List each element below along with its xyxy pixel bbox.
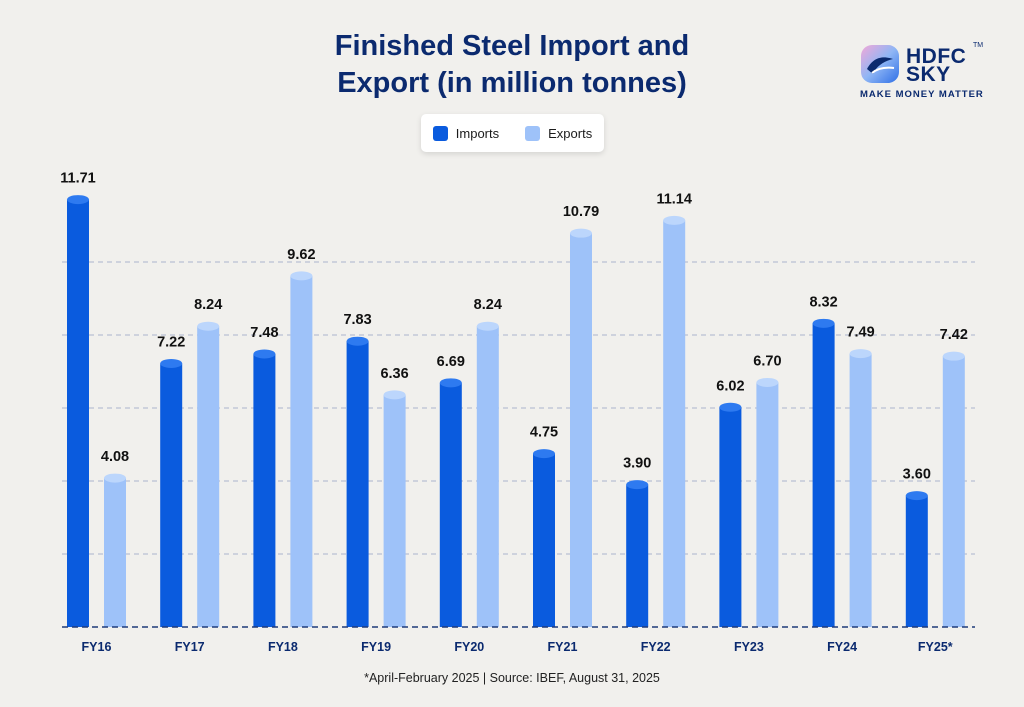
value-label-exports-fy23: 6.70 xyxy=(753,353,781,369)
bar-cap-imports-fy19 xyxy=(346,336,369,346)
bar-imports-fy25-star xyxy=(905,495,928,627)
bar-exports-fy23 xyxy=(756,382,779,627)
logo-brand-line-1: HDFC xyxy=(906,45,967,68)
title-line-2: Export (in million tonnes) xyxy=(337,67,687,99)
x-tick-label-fy22: FY22 xyxy=(641,640,671,654)
bar-cap-imports-fy17 xyxy=(160,358,183,368)
value-label-imports-fy20: 6.69 xyxy=(437,354,465,370)
bar-imports-fy22 xyxy=(626,484,649,627)
bar-imports-fy21 xyxy=(533,453,555,627)
bar-imports-fy17 xyxy=(160,363,183,627)
value-label-imports-fy18: 7.48 xyxy=(250,325,278,341)
x-tick-label-fy16: FY16 xyxy=(82,640,112,654)
bar-cap-imports-fy18 xyxy=(253,349,276,359)
bar-imports-fy24 xyxy=(812,323,835,627)
bar-exports-fy20 xyxy=(476,326,499,627)
x-tick-label-fy24: FY24 xyxy=(827,640,857,654)
title-line-1: Finished Steel Import and xyxy=(334,30,690,62)
bar-cap-exports-fy23 xyxy=(756,377,779,387)
value-label-exports-fy21: 10.79 xyxy=(563,204,599,220)
value-label-exports-fy17: 8.24 xyxy=(194,297,222,313)
logo-trademark: TM xyxy=(973,42,984,49)
bar-imports-fy23 xyxy=(719,407,742,627)
value-label-exports-fy19: 6.36 xyxy=(380,366,408,382)
value-label-exports-fy18: 9.62 xyxy=(287,247,315,263)
value-label-imports-fy16: 11.71 xyxy=(60,171,96,187)
bar-imports-fy16 xyxy=(67,199,89,627)
bar-cap-imports-fy20 xyxy=(439,378,462,388)
legend-label-imports: Imports xyxy=(455,125,500,141)
bar-cap-imports-fy16 xyxy=(67,195,89,205)
value-label-imports-fy23: 6.02 xyxy=(716,378,744,394)
x-tick-label-fy25-star: FY25* xyxy=(918,640,953,654)
bar-exports-fy19 xyxy=(383,394,406,627)
bar-exports-fy24 xyxy=(849,353,872,627)
x-tick-label-fy17: FY17 xyxy=(175,640,205,654)
value-label-imports-fy19: 7.83 xyxy=(343,312,371,328)
chart-legend: Imports Exports xyxy=(421,114,604,152)
value-label-exports-fy24: 7.49 xyxy=(846,325,874,341)
bar-exports-fy21 xyxy=(570,233,592,628)
bar-cap-imports-fy24 xyxy=(812,318,835,328)
bar-cap-exports-fy16 xyxy=(104,473,126,483)
legend-label-exports: Exports xyxy=(548,125,593,141)
bar-cap-imports-fy22 xyxy=(626,480,649,490)
bar-cap-exports-fy24 xyxy=(849,349,872,359)
bar-exports-fy17 xyxy=(197,326,220,627)
x-tick-label-fy23: FY23 xyxy=(734,640,764,654)
logo-brand-line-2: SKY xyxy=(906,63,951,86)
bar-cap-exports-fy22 xyxy=(663,215,686,225)
bar-imports-fy19 xyxy=(346,341,369,627)
value-label-exports-fy16: 4.08 xyxy=(101,449,129,465)
value-label-exports-fy22: 11.14 xyxy=(656,191,692,207)
bar-cap-imports-fy25-star xyxy=(905,491,928,501)
legend-item-exports: Exports xyxy=(525,125,593,141)
bar-exports-fy25-star xyxy=(942,356,965,627)
bar-cap-exports-fy17 xyxy=(197,321,220,331)
bar-cap-exports-fy18 xyxy=(290,271,313,281)
legend-swatch-imports xyxy=(432,125,448,141)
bar-cap-exports-fy20 xyxy=(476,321,499,331)
bar-imports-fy18 xyxy=(253,353,276,627)
bar-imports-fy20 xyxy=(439,382,462,627)
legend-item-imports: Imports xyxy=(432,125,500,141)
logo-tagline: MAKE MONEY MATTER xyxy=(860,89,984,100)
x-tick-label-fy20: FY20 xyxy=(454,640,484,654)
footnote-source: *April-February 2025 | Source: IBEF, Aug… xyxy=(364,671,660,685)
bar-cap-exports-fy21 xyxy=(570,228,592,238)
hdfc-sky-logo: HDFC SKY TM MAKE MONEY MATTER xyxy=(858,42,988,104)
value-label-exports-fy20: 8.24 xyxy=(474,297,502,313)
bar-cap-exports-fy19 xyxy=(383,390,406,400)
value-label-imports-fy22: 3.90 xyxy=(623,456,651,472)
hdfc-sky-logo-icon xyxy=(861,45,899,83)
bar-exports-fy22 xyxy=(663,220,686,627)
x-tick-label-fy18: FY18 xyxy=(268,640,298,654)
value-label-imports-fy21: 4.75 xyxy=(530,425,558,441)
x-tick-label-fy19: FY19 xyxy=(361,640,391,654)
value-label-exports-fy25-star: 7.42 xyxy=(940,327,968,343)
bar-cap-imports-fy23 xyxy=(719,402,742,412)
value-label-imports-fy25-star: 3.60 xyxy=(903,467,931,483)
value-label-imports-fy24: 8.32 xyxy=(809,294,837,310)
bar-cap-exports-fy25-star xyxy=(942,351,965,361)
bar-exports-fy16 xyxy=(104,478,126,627)
value-label-imports-fy17: 7.22 xyxy=(157,334,185,350)
legend-swatch-exports xyxy=(525,125,541,141)
bar-exports-fy18 xyxy=(290,275,313,627)
chart-title: Finished Steel Import and Export (in mil… xyxy=(262,28,762,102)
x-tick-label-fy21: FY21 xyxy=(548,640,578,654)
bar-cap-imports-fy21 xyxy=(533,449,555,459)
